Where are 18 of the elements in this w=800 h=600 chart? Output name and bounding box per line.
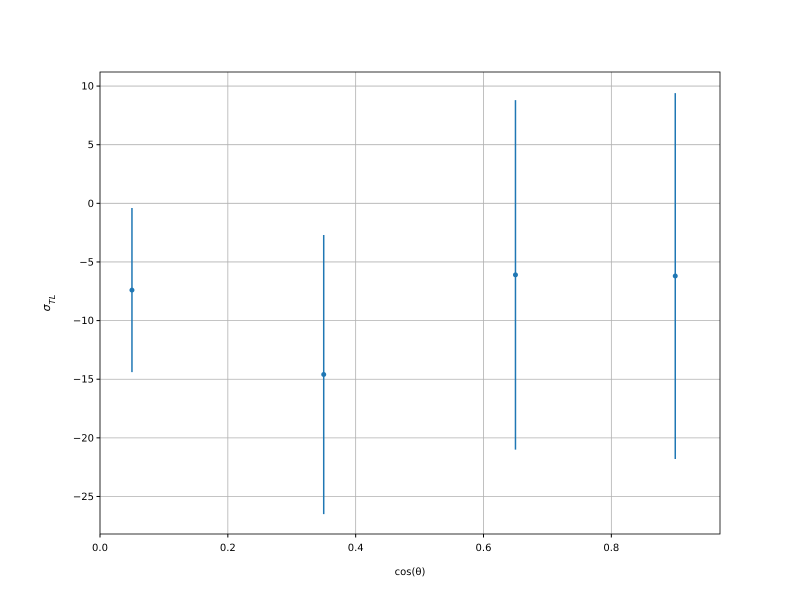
x-tick-label: 0.6 <box>476 543 492 554</box>
x-tick-label: 0.2 <box>220 543 236 554</box>
point <box>321 372 326 378</box>
y-tick-label: 5 <box>88 140 94 152</box>
y-tick-label: −15 <box>72 374 94 386</box>
x-tick-label: 0.4 <box>348 543 364 554</box>
x-axis-title: cos(θ) <box>394 567 426 578</box>
y-tick-label: 10 <box>81 82 94 93</box>
y-tick-label: −25 <box>72 492 94 503</box>
y-tick-label: −20 <box>72 433 94 444</box>
point <box>512 272 518 278</box>
point <box>129 288 134 293</box>
point <box>672 274 678 279</box>
x-tick-label: 0.8 <box>603 543 620 554</box>
y-tick-label: −5 <box>79 257 94 268</box>
x-tick-label: 0.0 <box>92 543 108 554</box>
y-tick-label: 0 <box>88 198 94 210</box>
y-tick-label: −10 <box>72 316 94 328</box>
